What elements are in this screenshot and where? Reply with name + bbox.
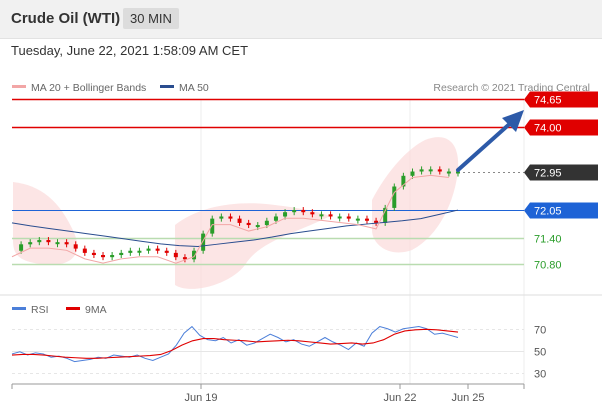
candle-body (319, 214, 324, 217)
candle-body (328, 214, 333, 217)
candle-body (73, 244, 78, 249)
legend-rsi: RSI (31, 304, 49, 316)
x-tick-label: Jun 22 (383, 392, 416, 404)
ma20-line (11, 174, 449, 264)
level-label-70-80: 70.80 (534, 260, 562, 272)
level-tag-72-95 (524, 164, 598, 181)
price-levels: 74.65 74.00 72.95 72.05 71.40 70.80 (12, 91, 598, 272)
legend: MA 20 + Bollinger Bands MA 50 Research ©… (12, 82, 590, 94)
candle-body (201, 233, 206, 251)
candle-body (101, 255, 106, 258)
candle-body (283, 212, 288, 217)
bollinger-band (13, 137, 459, 289)
projection-arrow (456, 110, 524, 172)
candle-body (82, 248, 87, 253)
rsi-swatch (12, 307, 26, 310)
candle-body (410, 171, 415, 176)
level-tag-74-00 (524, 119, 598, 136)
candle-body (110, 255, 115, 258)
legend-bollinger: MA 20 + Bollinger Bands (31, 82, 146, 94)
candle-body (456, 171, 460, 174)
candle-body (310, 212, 315, 215)
candle-body (346, 216, 351, 219)
candle-body (137, 250, 142, 253)
candle-body (182, 257, 187, 260)
candle-body (55, 242, 60, 245)
level-label-74-65: 74.65 (534, 95, 562, 107)
candle-body (219, 216, 224, 219)
rsi-tick-50: 50 (534, 347, 546, 359)
timeframe-button[interactable]: 30 MIN (123, 8, 179, 29)
copyright-text: Research © 2021 Trading Central (433, 82, 590, 94)
candle-body (228, 216, 233, 219)
candle-body (210, 218, 215, 234)
candle-body (355, 218, 360, 221)
x-axis: Jun 19 Jun 22 Jun 25 (11, 383, 525, 404)
chart-header: Crude Oil (WTI) 30 MIN (0, 0, 602, 39)
candle-body (19, 244, 24, 251)
candle-body (173, 252, 178, 258)
candle-body (337, 216, 342, 219)
candle-body (255, 225, 260, 228)
bollinger-band-right (372, 137, 459, 253)
candle-body (392, 186, 397, 208)
candle-body (437, 169, 442, 172)
candle-body (401, 175, 406, 187)
chart-title: Crude Oil (WTI) (11, 10, 121, 27)
candle-body (428, 169, 433, 172)
level-label-71-40: 71.40 (534, 234, 562, 246)
level-label-72-05: 72.05 (534, 206, 562, 218)
rsi-legend: RSI 9MA (12, 304, 107, 316)
candle-body (91, 252, 96, 256)
candle-body (364, 218, 369, 221)
x-tick-label: Jun 25 (451, 392, 484, 404)
arrow-head (502, 110, 524, 132)
candle-body (446, 171, 451, 174)
candle-body (28, 242, 33, 245)
level-tag-72-05 (524, 202, 598, 219)
legend-ma50: MA 50 (179, 82, 209, 94)
candle-body (419, 169, 424, 172)
candle-body (146, 248, 151, 251)
candle-body (273, 216, 278, 221)
candle-body (37, 240, 42, 243)
bollinger-band-left (13, 182, 78, 265)
ma50-line (11, 209, 459, 247)
candle-body (46, 240, 51, 243)
rsi-tick-70: 70 (534, 325, 546, 337)
candle-body (119, 252, 124, 256)
legend-rsi-ma: 9MA (85, 304, 107, 316)
candle-body (164, 250, 169, 253)
rsi-ma-line (11, 328, 459, 359)
level-label-74-00: 74.00 (534, 123, 562, 135)
level-tag-74-65 (524, 91, 598, 108)
level-label-72-95: 72.95 (534, 168, 562, 180)
rsi-panel: 70 50 30 (11, 325, 546, 381)
candle-body (64, 242, 69, 245)
rsi-tick-30: 30 (534, 369, 546, 381)
timestamp: Tuesday, June 22, 2021 1:58:09 AM CET (11, 43, 249, 58)
candle-body (192, 250, 197, 260)
x-tick-label: Jun 19 (184, 392, 217, 404)
bollinger-swatch (12, 85, 26, 88)
candle-body (292, 210, 297, 213)
candle-body (383, 207, 388, 223)
candle-body (246, 222, 251, 226)
price-series (11, 166, 460, 264)
candle-body (374, 220, 379, 223)
candle-body (128, 250, 133, 253)
candle-body (155, 248, 160, 251)
arrow-shaft (456, 118, 516, 172)
rsi-ma-swatch (66, 307, 80, 310)
candle-body (301, 210, 306, 213)
candle-body (264, 220, 269, 226)
ma50-swatch (160, 85, 174, 88)
candle-body (237, 218, 242, 223)
rsi-line (11, 325, 459, 363)
